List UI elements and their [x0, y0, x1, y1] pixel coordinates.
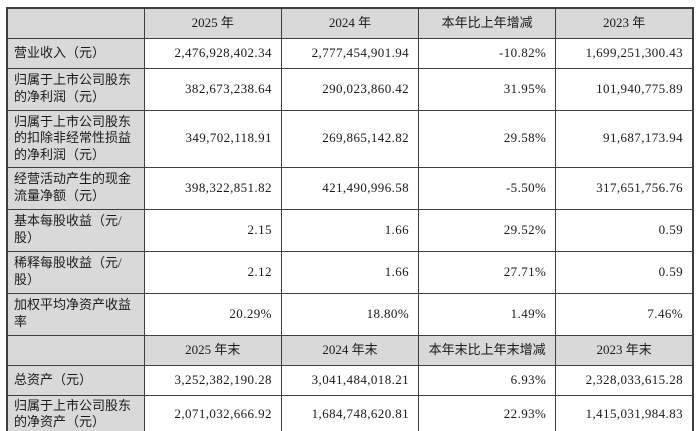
header-cell-year-end-change: 本年末比上年末增减	[418, 334, 557, 366]
year-end-header-row: 2025 年末 2024 年末 本年末比上年末增减 2023 年末	[6, 334, 694, 366]
value-cell: 421,490,996.58	[280, 166, 420, 210]
row-label-net-assets: 归属于上市公司股东的净资产（元）	[6, 394, 145, 431]
row-label-total-assets: 总资产（元）	[6, 364, 145, 396]
row-label-net-profit: 归属于上市公司股东的净利润（元）	[6, 67, 145, 111]
value-cell: 1,684,748,620.81	[280, 394, 420, 431]
table-row-net-profit-excl-nonrecurring: 归属于上市公司股东的扣除非经常性损益的净利润（元） 349,702,118.91…	[6, 109, 694, 168]
value-cell: 1.49%	[418, 292, 557, 336]
value-cell: 3,041,484,018.21	[280, 364, 420, 396]
value-cell: 2,777,454,901.94	[280, 37, 420, 69]
table-row-diluted-eps: 稀释每股收益（元/股） 2.12 1.66 27.71% 0.59	[6, 250, 694, 294]
value-cell: 2.15	[143, 208, 282, 252]
value-cell: 29.58%	[418, 109, 557, 168]
value-cell: 31.95%	[418, 67, 557, 111]
value-cell: 0.59	[555, 208, 694, 252]
value-cell: 0.59	[555, 250, 694, 294]
value-cell: 27.71%	[418, 250, 557, 294]
value-cell: 269,865,142.82	[280, 109, 420, 168]
value-cell: 2.12	[143, 250, 282, 294]
row-label-diluted-eps: 稀释每股收益（元/股）	[6, 250, 145, 294]
table-row-revenue: 营业收入（元） 2,476,928,402.34 2,777,454,901.9…	[6, 37, 694, 69]
row-label-basic-eps: 基本每股收益（元/股）	[6, 208, 145, 252]
value-cell: 398,322,851.82	[143, 166, 282, 210]
header-cell-yoy-change: 本年比上年增减	[418, 7, 557, 39]
header-cell-2024-year-end: 2024 年末	[280, 334, 420, 366]
value-cell: 18.80%	[280, 292, 420, 336]
value-cell: 3,252,382,190.28	[143, 364, 282, 396]
value-cell: 2,476,928,402.34	[143, 37, 282, 69]
table-row-net-profit: 归属于上市公司股东的净利润（元） 382,673,238.64 290,023,…	[6, 67, 694, 111]
row-label-weighted-avg-roe: 加权平均净资产收益率	[6, 292, 145, 336]
value-cell: 2,328,033,615.28	[555, 364, 694, 396]
row-label-operating-cash-flow: 经营活动产生的现金流量净额（元）	[6, 166, 145, 210]
value-cell: 7.46%	[555, 292, 694, 336]
value-cell: 20.29%	[143, 292, 282, 336]
header-cell-2023-year-end: 2023 年末	[555, 334, 694, 366]
value-cell: 349,702,118.91	[143, 109, 282, 168]
value-cell: -10.82%	[418, 37, 557, 69]
value-cell: -5.50%	[418, 166, 557, 210]
value-cell: 317,651,756.76	[555, 166, 694, 210]
table-row-weighted-avg-roe: 加权平均净资产收益率 20.29% 18.80% 1.49% 7.46%	[6, 292, 694, 336]
value-cell: 29.52%	[418, 208, 557, 252]
row-label-net-profit-excl-nonrecurring: 归属于上市公司股东的扣除非经常性损益的净利润（元）	[6, 109, 145, 168]
table-row-basic-eps: 基本每股收益（元/股） 2.15 1.66 29.52% 0.59	[6, 208, 694, 252]
value-cell: 290,023,860.42	[280, 67, 420, 111]
header-cell-2023: 2023 年	[555, 7, 694, 39]
financial-summary-table: 2025 年 2024 年 本年比上年增减 2023 年 营业收入（元） 2,4…	[6, 7, 694, 431]
header-cell-2024: 2024 年	[280, 7, 420, 39]
value-cell: 91,687,173.94	[555, 109, 694, 168]
value-cell: 2,071,032,666.92	[143, 394, 282, 431]
row-label-revenue: 营业收入（元）	[6, 37, 145, 69]
value-cell: 1.66	[280, 250, 420, 294]
header-cell-2025-year-end: 2025 年末	[143, 334, 282, 366]
value-cell: 382,673,238.64	[143, 67, 282, 111]
header-empty-cell	[6, 334, 145, 366]
value-cell: 1,415,031,984.83	[555, 394, 694, 431]
value-cell: 101,940,775.89	[555, 67, 694, 111]
header-cell-2025: 2025 年	[143, 7, 282, 39]
value-cell: 1.66	[280, 208, 420, 252]
value-cell: 1,699,251,300.43	[555, 37, 694, 69]
table-row-operating-cash-flow: 经营活动产生的现金流量净额（元） 398,322,851.82 421,490,…	[6, 166, 694, 210]
table-row-net-assets: 归属于上市公司股东的净资产（元） 2,071,032,666.92 1,684,…	[6, 394, 694, 431]
value-cell: 6.93%	[418, 364, 557, 396]
table-row-total-assets: 总资产（元） 3,252,382,190.28 3,041,484,018.21…	[6, 364, 694, 396]
annual-header-row: 2025 年 2024 年 本年比上年增减 2023 年	[6, 7, 694, 39]
header-empty-cell	[6, 7, 145, 39]
value-cell: 22.93%	[418, 394, 557, 431]
